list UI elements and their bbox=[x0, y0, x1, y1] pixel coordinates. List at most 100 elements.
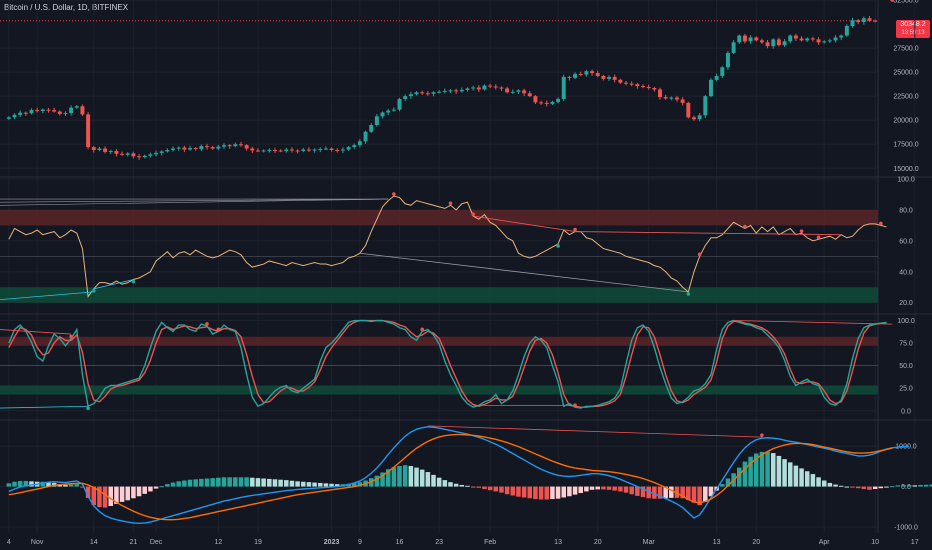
macd-histogram-bar bbox=[510, 486, 516, 496]
macd-histogram-bar bbox=[521, 486, 527, 498]
candle bbox=[663, 97, 668, 99]
candle bbox=[97, 148, 102, 150]
macd-histogram-bar bbox=[442, 480, 448, 487]
macd-histogram-bar bbox=[419, 469, 425, 487]
candle bbox=[18, 112, 23, 115]
macd-histogram-bar bbox=[901, 484, 906, 487]
candle bbox=[420, 92, 425, 94]
macd-histogram-bar bbox=[538, 486, 544, 500]
macd-histogram-bar bbox=[385, 469, 391, 487]
candle bbox=[476, 87, 481, 90]
candle bbox=[624, 82, 629, 84]
divergence-line bbox=[0, 329, 72, 335]
macd-histogram-bar bbox=[74, 484, 80, 487]
candle bbox=[867, 18, 872, 21]
candle bbox=[658, 89, 662, 98]
time-axis-label: Mar bbox=[643, 539, 656, 546]
macd-histogram-bar bbox=[176, 481, 181, 487]
macd-histogram-bar bbox=[657, 486, 663, 499]
macd-histogram-bar bbox=[391, 467, 397, 487]
candle bbox=[459, 89, 464, 92]
candle bbox=[805, 38, 810, 41]
macd-histogram-bar bbox=[838, 485, 844, 487]
candle bbox=[776, 39, 781, 46]
candle bbox=[301, 149, 306, 151]
macd-histogram-bar bbox=[6, 483, 12, 487]
macd-histogram-bar bbox=[153, 486, 159, 489]
candle bbox=[827, 40, 832, 42]
candle bbox=[69, 107, 74, 113]
macd-histogram-bar bbox=[827, 482, 833, 487]
stoch-pivot-marker bbox=[573, 403, 577, 407]
macd-histogram-bar bbox=[357, 482, 363, 487]
macd-histogram-bar bbox=[233, 477, 238, 487]
candle bbox=[799, 38, 804, 41]
macd-histogram-bar bbox=[23, 480, 29, 487]
macd-histogram-bar bbox=[527, 486, 533, 499]
macd-histogram-bar bbox=[351, 482, 357, 487]
candle bbox=[431, 92, 436, 94]
macd-histogram-bar bbox=[284, 480, 289, 487]
macd-histogram-bar bbox=[906, 484, 912, 487]
candle bbox=[205, 146, 209, 148]
candle bbox=[222, 145, 226, 147]
candle bbox=[573, 74, 578, 78]
candle bbox=[471, 87, 476, 89]
candle bbox=[346, 147, 351, 150]
macd-histogram-bar bbox=[499, 486, 504, 493]
divergence-line bbox=[93, 279, 134, 290]
candle bbox=[544, 102, 549, 104]
candle bbox=[171, 148, 176, 150]
macd-histogram-bar bbox=[431, 474, 436, 487]
candle bbox=[57, 111, 62, 114]
candle bbox=[578, 74, 583, 76]
stoch-d-line bbox=[8, 319, 887, 408]
macd-histogram-bar bbox=[97, 486, 102, 508]
macd-histogram-bar bbox=[663, 486, 668, 499]
candle bbox=[46, 109, 51, 111]
candle bbox=[714, 75, 719, 80]
macd-histogram-bar bbox=[29, 481, 34, 487]
macd-histogram-bar bbox=[601, 486, 606, 490]
macd-histogram-bar bbox=[929, 484, 932, 487]
macd-histogram-bar bbox=[295, 481, 300, 487]
candle bbox=[675, 97, 679, 100]
divergence-line bbox=[473, 215, 576, 233]
macd-histogram-bar bbox=[923, 484, 929, 487]
candle bbox=[737, 35, 742, 43]
candle bbox=[454, 90, 459, 92]
macd-histogram-bar bbox=[759, 451, 765, 487]
candle bbox=[703, 96, 708, 116]
macd-histogram-bar bbox=[765, 451, 770, 487]
candle bbox=[759, 40, 764, 43]
y-tick-label: 1000.0 bbox=[895, 444, 917, 451]
macd-histogram-bar bbox=[204, 478, 210, 487]
candle bbox=[239, 144, 243, 146]
candle bbox=[244, 145, 249, 149]
candle bbox=[499, 87, 504, 89]
candle bbox=[408, 94, 413, 97]
macd-histogram-bar bbox=[306, 482, 312, 487]
chart-title: Bitcoin / U.S. Dollar, 1D, BITFINEX bbox=[4, 3, 129, 12]
macd-histogram-bar bbox=[810, 474, 816, 487]
candle bbox=[584, 71, 589, 75]
candle bbox=[165, 150, 170, 152]
candle bbox=[810, 38, 815, 40]
candle bbox=[403, 96, 408, 100]
macd-histogram-bar bbox=[267, 478, 272, 487]
macd-histogram-bar bbox=[629, 486, 634, 495]
macd-histogram-bar bbox=[697, 486, 702, 506]
macd-histogram-bar bbox=[770, 453, 776, 487]
candle bbox=[561, 76, 566, 100]
macd-histogram-bar bbox=[131, 486, 136, 499]
macd-histogram-bar bbox=[85, 486, 91, 498]
macd-histogram-bar bbox=[889, 486, 895, 488]
time-axis-label: 12 bbox=[214, 539, 222, 546]
stoch-pivot-marker bbox=[216, 327, 221, 332]
candle bbox=[691, 117, 696, 120]
macd-histogram-bar bbox=[459, 484, 465, 487]
time-axis-label: 19 bbox=[254, 539, 262, 546]
candle bbox=[306, 149, 311, 151]
y-tick-label: 27500.0 bbox=[893, 46, 918, 53]
